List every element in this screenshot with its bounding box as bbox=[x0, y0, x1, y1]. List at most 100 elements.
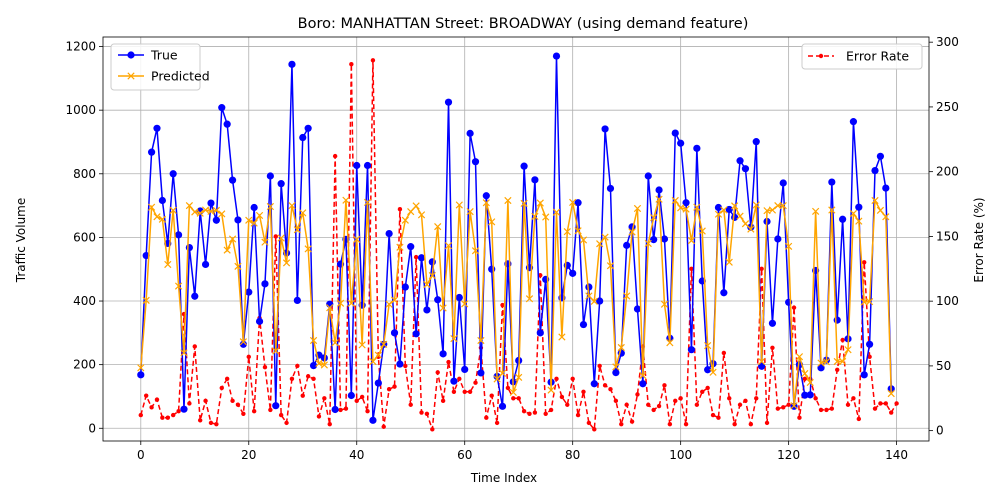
predicted-point bbox=[887, 389, 895, 398]
predicted-point bbox=[369, 357, 377, 366]
error-rate-point bbox=[467, 389, 473, 394]
true-point bbox=[736, 157, 744, 165]
predicted-point bbox=[617, 343, 625, 352]
true-point bbox=[417, 254, 426, 262]
y-axis-left-title: Traffic Volume bbox=[14, 198, 28, 284]
error-rate-point bbox=[284, 420, 289, 426]
true-point bbox=[299, 133, 307, 142]
error-rate-point bbox=[305, 374, 311, 379]
predicted-point bbox=[882, 213, 890, 221]
predicted-point bbox=[558, 333, 566, 341]
true-point bbox=[353, 161, 361, 170]
error-rate-point bbox=[505, 385, 511, 391]
error-rate-point bbox=[419, 410, 424, 415]
error-rate-point bbox=[694, 402, 700, 407]
true-point bbox=[677, 139, 685, 147]
error-rate-point bbox=[559, 394, 565, 400]
true-point bbox=[585, 283, 593, 291]
true-point bbox=[369, 416, 377, 424]
series-line-error-rate bbox=[140, 60, 898, 432]
error-rate-point bbox=[764, 420, 770, 426]
true-point bbox=[687, 346, 696, 354]
true-point bbox=[590, 380, 598, 388]
predicted-point bbox=[725, 258, 733, 266]
error-rate-point bbox=[349, 61, 354, 67]
error-rate-point bbox=[851, 396, 856, 401]
predicted-point bbox=[390, 296, 399, 304]
error-rate-point bbox=[662, 383, 667, 388]
predicted-point bbox=[493, 375, 501, 383]
predicted-point bbox=[164, 260, 172, 269]
error-rate-point bbox=[176, 409, 181, 414]
true-point bbox=[158, 196, 166, 205]
true-point bbox=[623, 241, 631, 249]
predicted-point bbox=[704, 341, 712, 350]
predicted-point bbox=[185, 201, 194, 210]
error-rate-point bbox=[203, 398, 208, 404]
error-rate-point bbox=[160, 415, 165, 420]
true-point bbox=[250, 203, 258, 212]
predicted-point bbox=[569, 198, 577, 207]
predicted-point bbox=[234, 262, 242, 270]
predicted-point bbox=[655, 195, 663, 203]
predicted-point bbox=[838, 357, 847, 366]
error-rate-point bbox=[667, 421, 673, 427]
error-rate-point bbox=[197, 418, 203, 423]
predicted-point bbox=[245, 216, 253, 224]
predicted-point bbox=[536, 199, 544, 207]
predicted-point bbox=[660, 300, 669, 308]
true-point bbox=[725, 205, 733, 214]
true-point bbox=[228, 176, 237, 184]
x-tick-label: 0 bbox=[137, 448, 145, 462]
y-left-tick-label: 0 bbox=[88, 421, 96, 435]
error-rate-point bbox=[889, 410, 894, 415]
true-point bbox=[531, 176, 539, 184]
true-point bbox=[309, 362, 318, 370]
error-rate-point bbox=[251, 409, 257, 414]
true-point bbox=[606, 184, 615, 193]
error-rate-point bbox=[241, 411, 246, 417]
predicted-point bbox=[412, 202, 420, 210]
true-point bbox=[239, 340, 247, 348]
true-point bbox=[212, 216, 220, 224]
error-rate-point bbox=[214, 421, 219, 427]
error-rate-point bbox=[494, 420, 500, 426]
predicted-point bbox=[363, 198, 372, 207]
y-right-tick-label: 200 bbox=[936, 165, 959, 179]
legend-predicted-marker bbox=[127, 72, 135, 80]
error-rate-point bbox=[824, 407, 829, 413]
series-line-predicted bbox=[140, 197, 892, 406]
predicted-point bbox=[272, 347, 280, 355]
error-rate-point bbox=[721, 350, 727, 356]
predicted-point bbox=[828, 206, 836, 214]
true-point bbox=[498, 402, 507, 410]
true-point bbox=[536, 329, 544, 337]
x-tick-label: 120 bbox=[777, 448, 800, 462]
error-rate-point bbox=[300, 393, 305, 398]
true-point bbox=[261, 280, 269, 288]
y-right-tick-label: 300 bbox=[936, 35, 959, 49]
error-rate-point bbox=[359, 394, 365, 400]
error-rate-point bbox=[278, 412, 284, 418]
true-point bbox=[693, 144, 701, 152]
true-point bbox=[201, 260, 210, 269]
error-rate-point bbox=[716, 415, 721, 420]
true-point bbox=[288, 60, 296, 68]
predicted-point bbox=[261, 238, 269, 246]
predicted-point bbox=[488, 218, 496, 226]
predicted-point bbox=[612, 363, 620, 371]
predicted-point bbox=[871, 196, 879, 205]
chart-title: Boro: MANHATTAN Street: BROADWAY (using … bbox=[298, 16, 749, 32]
error-rate-point bbox=[435, 370, 440, 375]
true-point bbox=[293, 296, 301, 304]
true-point bbox=[731, 213, 739, 221]
true-point bbox=[671, 129, 679, 137]
true-point bbox=[779, 179, 787, 187]
true-point bbox=[720, 289, 728, 297]
predicted-point bbox=[320, 361, 328, 369]
error-rate-point bbox=[219, 385, 224, 391]
true-point bbox=[828, 178, 836, 186]
predicted-point bbox=[515, 373, 523, 382]
true-point bbox=[752, 138, 760, 146]
error-rate-point bbox=[813, 396, 818, 401]
